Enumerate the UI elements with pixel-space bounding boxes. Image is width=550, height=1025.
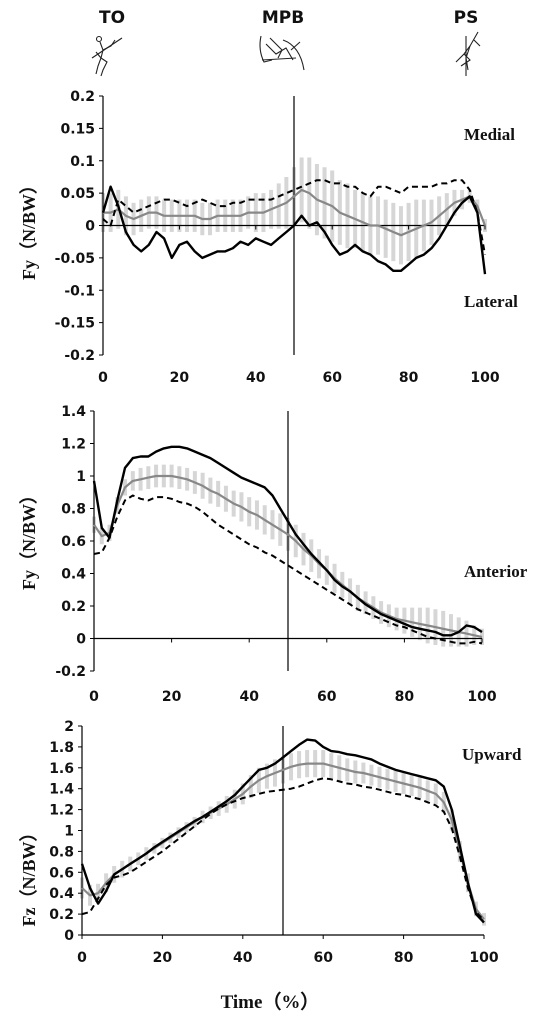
y-tick-label: 0.6	[49, 865, 74, 881]
annotation-lateral: Lateral	[464, 292, 518, 311]
x-tick-label: 0	[98, 370, 108, 386]
series-line-mean-gray	[93, 474, 483, 638]
phase-label-to: TO	[99, 8, 125, 28]
y-tick-label: 0.8	[61, 502, 86, 518]
y-tick-label: -0.05	[55, 251, 95, 267]
panel-vertical-force: Fz（N/BW） Upward 2 1.8 1.6 1.4 1.2 1 0.8 0.6 0.4 0…	[19, 719, 522, 966]
y-tick-label: 0.15	[60, 121, 95, 137]
y-tick-label: 0	[85, 219, 95, 235]
y-tick-label: 0	[76, 632, 86, 648]
x-tick-label: 40	[246, 370, 266, 386]
y-tick-label: -0.1	[64, 283, 95, 299]
y-tick-label: 1.4	[61, 404, 86, 420]
series-line-dashed-black	[93, 494, 483, 645]
y-tick-label: 1.6	[49, 761, 74, 777]
y-tick-label: 0.1	[70, 154, 95, 170]
y-tick-label: 0.2	[49, 907, 74, 923]
y-axis-label-fy-2: Fy（N/BW）	[19, 486, 39, 590]
series-line-dashed-black	[81, 777, 485, 922]
y-tick-label: 1.4	[49, 782, 74, 798]
x-tick-label: 60	[322, 370, 342, 386]
y-tick-label: 0.4	[61, 567, 86, 583]
x-tick-label: 100	[467, 689, 496, 705]
x-tick-label: 100	[469, 950, 498, 966]
phase-label-ps: PS	[454, 8, 479, 28]
x-tick-label: 60	[317, 689, 337, 705]
x-tick-label: 40	[233, 950, 253, 966]
y-tick-label: 1.2	[49, 803, 74, 819]
y-tick-label: 0.05	[60, 186, 95, 202]
x-tick-label: 80	[399, 370, 419, 386]
y-axis-label-fy-1: Fy（N/BW）	[19, 176, 39, 280]
phase-label-mpb: MPB	[262, 8, 304, 28]
y-tick-label: 1	[76, 469, 86, 485]
y-tick-label: 0.2	[61, 599, 86, 615]
y-tick-label: -0.15	[55, 316, 95, 332]
y-tick-label: 0.2	[70, 89, 95, 105]
x-tick-label: 20	[170, 370, 190, 386]
y-tick-label: 0.6	[61, 534, 86, 550]
x-tick-label: 60	[313, 950, 333, 966]
x-tick-label: 80	[394, 950, 414, 966]
y-tick-label: 1.2	[61, 437, 86, 453]
annotation-upward: Upward	[462, 745, 522, 764]
panel-medial-lateral-force: Fy（N/BW） Medial Lateral 0.20.150.10.050-…	[19, 89, 518, 386]
y-tick-label: 1	[64, 824, 74, 840]
x-tick-label: 0	[89, 689, 99, 705]
y-tick-label: 0	[64, 928, 74, 944]
x-axis-label-time: Time（%）	[221, 990, 320, 1013]
y-axis-label-fz: Fz（N/BW）	[19, 824, 39, 927]
x-tick-label: 80	[395, 689, 415, 705]
panel-anterior-force: Fy（N/BW） Anterior 1.41.210.80.60.40.20-0…	[19, 404, 528, 705]
y-tick-label: 1.8	[49, 740, 74, 756]
series-line-solid-black	[80, 738, 485, 924]
runner-toe-off-figure-icon	[91, 35, 123, 77]
runner-pole-straight-figure-icon	[455, 31, 481, 76]
x-tick-label: 20	[153, 950, 173, 966]
annotation-anterior: Anterior	[464, 562, 528, 581]
y-tick-label: -0.2	[64, 348, 95, 364]
y-tick-label: -0.2	[55, 664, 86, 680]
series-line-solid-black	[101, 185, 487, 275]
runner-maximal-pole-bend-figure-icon	[259, 35, 305, 71]
y-tick-label: 0.4	[49, 886, 74, 902]
series-line-mean-gray	[103, 188, 487, 237]
annotation-medial: Medial	[464, 125, 515, 144]
series-line-solid-black	[92, 445, 483, 637]
series-line-dashed-black	[102, 179, 486, 255]
x-tick-label: 100	[470, 370, 499, 386]
y-tick-label: 0.8	[49, 844, 74, 860]
y-tick-label: 2	[64, 719, 74, 735]
x-tick-label: 0	[77, 950, 87, 966]
x-tick-label: 40	[239, 689, 259, 705]
x-tick-label: 20	[162, 689, 182, 705]
